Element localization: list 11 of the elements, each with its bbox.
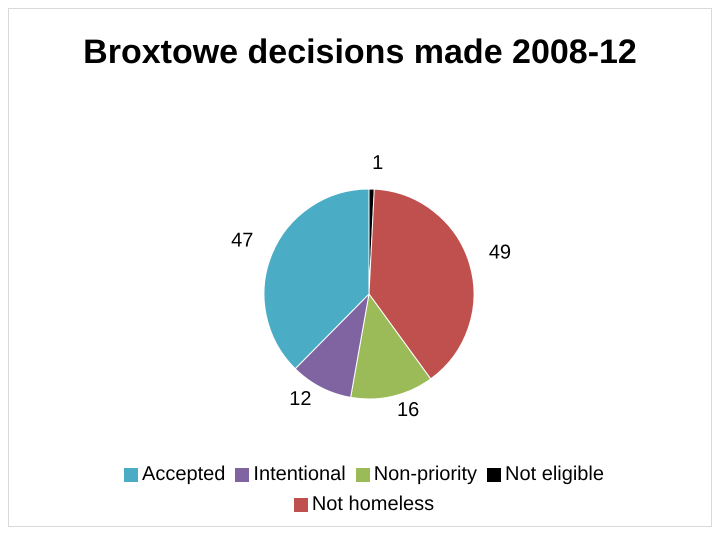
data-label: 1	[372, 152, 384, 174]
data-label: 16	[397, 398, 420, 421]
data-label: 49	[488, 241, 512, 264]
data-label: 47	[231, 230, 254, 252]
data-label: 12	[289, 388, 312, 410]
legend-label: Accepted	[142, 463, 226, 485]
legend-label: Not homeless	[312, 493, 434, 515]
chart-title: Broxtowe decisions made 2008-12	[82, 32, 638, 73]
legend-label: Not eligible	[505, 463, 604, 485]
legend-label: Intentional	[253, 463, 346, 485]
legend-label: Non-priority	[374, 463, 478, 485]
